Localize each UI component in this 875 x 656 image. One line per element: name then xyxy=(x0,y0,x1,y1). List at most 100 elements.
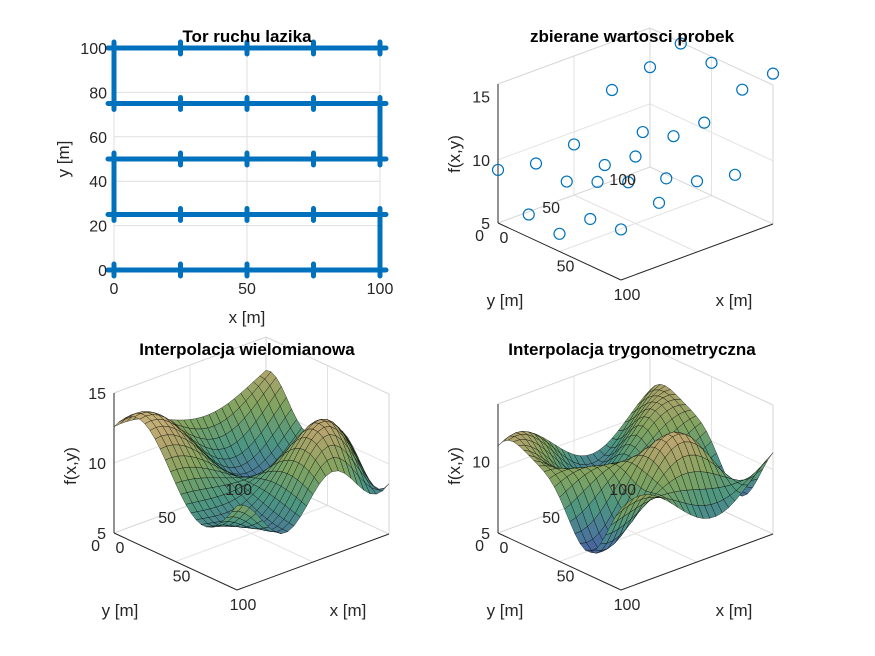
grid-line xyxy=(497,412,651,469)
z-axis-label: f(x,y) xyxy=(61,447,80,485)
sample-point xyxy=(529,157,543,170)
sample-point xyxy=(560,175,573,188)
sample-marker xyxy=(105,150,123,168)
x-axis-line xyxy=(497,222,622,281)
sample-point xyxy=(643,61,657,74)
sample-point xyxy=(553,227,566,240)
x-tick-label: 50 xyxy=(557,259,575,276)
sample-marker xyxy=(105,95,123,112)
sample-marker xyxy=(238,150,256,168)
y-tick-label: 80 xyxy=(89,85,107,102)
sample-point xyxy=(674,37,687,50)
sample-marker xyxy=(305,261,322,279)
sample-point xyxy=(690,175,704,188)
x-tick-label: 50 xyxy=(238,281,256,298)
sample-marker xyxy=(305,95,322,112)
sample-point xyxy=(636,125,649,139)
sample-marker xyxy=(238,39,256,57)
sample-point xyxy=(652,196,666,209)
z-tick-label: 15 xyxy=(472,90,490,107)
grid-line xyxy=(497,103,651,161)
surface-patch xyxy=(377,483,390,491)
x-axis-line xyxy=(113,532,238,591)
box-edge xyxy=(113,336,267,394)
subplot-polynomial-interpolation: 0 50 100 0 50 100 5 10 15 Interpolacja wielomian… xyxy=(61,336,390,620)
z-axis-label: f(x,y) xyxy=(445,447,464,485)
y-axis-label: y [m] xyxy=(487,291,524,310)
x-tick-label: 50 xyxy=(173,569,191,586)
sample-point xyxy=(598,158,611,172)
sample-point xyxy=(660,172,673,185)
sample-marker xyxy=(305,39,322,57)
y-tick-label: 40 xyxy=(89,174,107,191)
sample-point xyxy=(622,176,635,189)
sample-points xyxy=(491,37,780,240)
x-axis-label: x [m] xyxy=(229,308,266,327)
y-axis-label: y [m] xyxy=(54,141,73,178)
y-tick-label: 0 xyxy=(91,538,100,555)
chart-title: Tor ruchu lazika xyxy=(182,27,312,46)
sample-point xyxy=(567,138,581,151)
x-axis-line xyxy=(497,532,622,591)
box-edge xyxy=(497,347,651,405)
sample-marker xyxy=(371,39,389,57)
sample-point xyxy=(629,150,642,163)
x-tick-label: 100 xyxy=(230,597,257,614)
sample-point xyxy=(491,163,505,177)
x-axis-label: x [m] xyxy=(330,601,367,620)
y-tick-label: 50 xyxy=(542,510,560,527)
sample-marker xyxy=(172,95,189,112)
subplot-sample-values: 0 50 100 0 50 100 5 10 15 zbierane wartosci prob… xyxy=(445,27,780,310)
y-axis-label: y [m] xyxy=(487,601,524,620)
box-edge xyxy=(265,336,390,395)
sample-marker xyxy=(371,150,389,168)
y-axis-line xyxy=(620,533,774,591)
grid-line xyxy=(573,194,698,253)
chart-title: zbierane wartosci probek xyxy=(530,27,735,46)
x-tick-labels: 0 50 100 xyxy=(110,281,394,298)
sample-point xyxy=(584,212,597,226)
sample-marker xyxy=(105,261,123,279)
surface-patch xyxy=(113,418,126,427)
sample-marker xyxy=(305,206,322,223)
sample-point xyxy=(667,130,680,143)
sample-point xyxy=(705,56,718,69)
surface-patch xyxy=(615,502,628,517)
sample-point xyxy=(614,223,628,236)
sample-marker xyxy=(172,206,189,223)
sample-marker xyxy=(238,95,256,112)
surface-mesh xyxy=(113,370,390,534)
sample-marker xyxy=(172,39,189,57)
y-tick-labels: 0 20 40 60 80 100 xyxy=(80,41,107,280)
z-tick-label: 5 xyxy=(481,216,490,233)
y-tick-label: 100 xyxy=(225,482,252,499)
subplot-rover-path: 0 50 100 0 20 40 60 80 100 Tor ruchu lazika x [… xyxy=(54,27,393,327)
sample-point xyxy=(766,67,780,80)
y-tick-label: 60 xyxy=(89,130,107,147)
sample-markers xyxy=(105,39,389,279)
sample-point xyxy=(522,208,535,221)
x-axis-label: x [m] xyxy=(716,291,753,310)
surface-patch xyxy=(231,504,244,512)
sample-marker xyxy=(172,150,189,168)
sample-point xyxy=(698,116,711,129)
grid-line xyxy=(649,103,774,162)
sample-marker xyxy=(238,206,256,223)
tick-labels: 0 50 100 0 50 100 5 10 15 xyxy=(88,386,256,614)
subplot-trigonometric-interpolation: 0 50 100 0 50 100 5 10 Interpolacja trygonometr… xyxy=(445,340,774,620)
sample-point xyxy=(605,83,619,97)
y-axis-label: y [m] xyxy=(102,601,139,620)
x-tick-label: 0 xyxy=(110,281,119,298)
surface-mesh xyxy=(497,383,774,554)
z-tick-label: 5 xyxy=(481,526,490,543)
y-tick-label: 0 xyxy=(475,538,484,555)
axes-box xyxy=(497,27,774,281)
z-tick-label: 10 xyxy=(88,456,106,473)
x-tick-label: 100 xyxy=(367,281,394,298)
y-tick-label: 50 xyxy=(158,510,176,527)
x-axis-label: x [m] xyxy=(716,601,753,620)
y-tick-label: 100 xyxy=(609,482,636,499)
sample-marker xyxy=(172,261,189,279)
box-edge xyxy=(649,347,774,406)
